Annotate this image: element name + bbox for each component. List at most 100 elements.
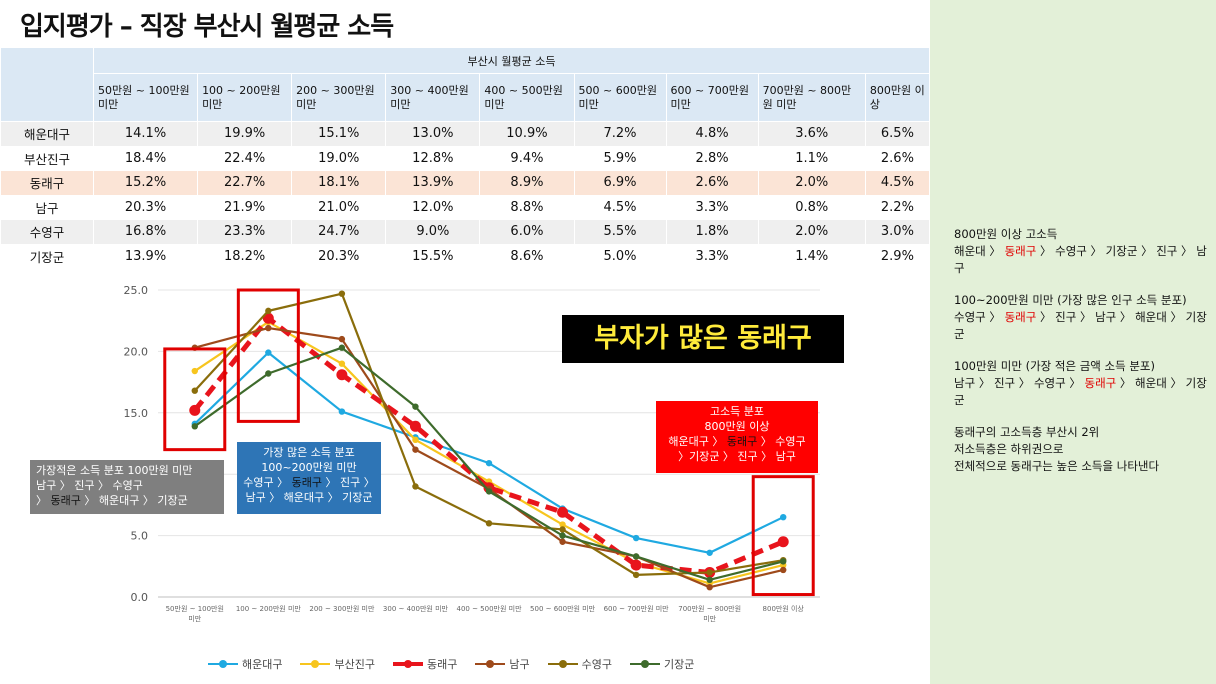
- note-high-income-ranking: 해운대 〉 동래구 〉 수영구 〉 기장군 〉 진구 〉 남구: [954, 243, 1212, 277]
- mid-income-line4: 남구 〉 해운대구 〉 기장군: [245, 491, 373, 504]
- data-point: [706, 549, 713, 556]
- series-line: [192, 315, 785, 575]
- table-body: 해운대구 14.1% 19.9% 15.1% 13.0% 10.9% 7.2% 4.8% 3.6…: [0, 121, 931, 269]
- data-point: [780, 513, 787, 521]
- legend-label: 부산진구: [334, 658, 375, 671]
- data-point: [780, 566, 787, 574]
- series-0: [191, 349, 787, 556]
- high-income-line3: 해운대구 〉 동래구 〉 수영구: [662, 434, 812, 449]
- note-high-income-ranking-b: 〉 수영구 〉 기장군 〉 진구 〉 남구: [954, 244, 1207, 275]
- note-mid-income-ranking-highlight: 동래구: [1004, 310, 1037, 324]
- note-low-income: 100만원 미만 (가장 적은 금액 소득 분포) 남구 〉 진구 〉 수영구 …: [954, 358, 1212, 409]
- note-mid-income-ranking: 수영구 〉 동래구 〉 진구 〉 남구 〉 해운대 〉 기장군: [954, 309, 1212, 343]
- legend-marker: [311, 660, 320, 668]
- table-cell: 5.5%: [573, 219, 667, 245]
- legend-swatch: [475, 659, 506, 669]
- table-cell: 7.2%: [573, 121, 667, 147]
- highlight-box: [751, 475, 815, 597]
- table-cell: 5.9%: [573, 145, 667, 171]
- x-tick-label-line: 300 ~ 400만원 미만: [383, 604, 449, 613]
- high-income-line3-a: 해운대구 〉: [668, 435, 724, 448]
- note-high-income-ranking-highlight: 동래구: [1004, 244, 1037, 258]
- note-low-income-ranking-b: 〉 해운대 〉 기장군: [954, 376, 1207, 407]
- table-row-name: 동래구: [0, 170, 94, 196]
- data-point: [706, 583, 713, 591]
- note-low-income-ranking-a: 남구 〉 진구 〉 수영구 〉: [954, 376, 1081, 390]
- page-title: 입지평가 – 직장 부산시 월평균 소득: [20, 12, 394, 42]
- data-point: [706, 569, 713, 576]
- headline-banner: 부자가 많은 동래구: [562, 315, 844, 363]
- data-point: [409, 420, 421, 432]
- table-cell: 4.5%: [864, 170, 931, 196]
- x-tick-label: 800만원 이상: [763, 604, 805, 613]
- summary-line1: 동래구의 고소득층 부산시 2위: [954, 425, 1100, 439]
- data-point: [189, 404, 201, 416]
- table-cell: 12.0%: [385, 194, 481, 220]
- table-cell: 20.3%: [291, 243, 387, 269]
- table-cell: 6.5%: [864, 121, 931, 147]
- data-point: [632, 534, 640, 542]
- x-tick-label: 600 ~ 700만원 미만: [604, 604, 670, 613]
- high-income-line4: 〉기장군 〉 진구 〉 남구: [678, 450, 796, 463]
- series-2: [189, 312, 789, 578]
- table-cell: 19.0%: [291, 145, 387, 171]
- table-cell: 22.7%: [197, 170, 293, 196]
- data-point: [559, 526, 566, 533]
- x-tick-label-line: 400 ~ 500만원 미만: [456, 604, 522, 613]
- table-cell: 13.9%: [385, 170, 481, 196]
- table-cell: 20.3%: [92, 194, 199, 220]
- mid-income-line3-a: 수영구 〉: [243, 476, 289, 489]
- mid-income-annotation: 가장 많은 소득 분포 100~200만원 미만 수영구 〉 동래구 〉 진구 …: [237, 442, 381, 514]
- table-group-header: 부산시 월평균 소득: [93, 47, 930, 74]
- legend-swatch: [300, 659, 331, 669]
- title-band: [0, 0, 930, 46]
- right-notes-panel: [930, 0, 1216, 684]
- data-point: [338, 290, 346, 297]
- x-tick-label-line: 800만원 이상: [763, 604, 805, 613]
- x-tick-label: 200 ~ 300만원 미만: [309, 604, 375, 613]
- table-cell: 4.8%: [665, 121, 759, 147]
- low-income-annotation: 가장적은 소득 분포 100만원 미만 남구 〉 진구 〉 수영구 〉 동래구 …: [30, 460, 224, 514]
- chart-series: [189, 290, 789, 591]
- mid-income-line3: 수영구 〉 동래구 〉 진구 〉: [243, 475, 375, 490]
- table-column-header: 800만원 이상: [864, 73, 931, 122]
- data-point: [412, 483, 419, 490]
- table-cell: 23.3%: [197, 219, 293, 245]
- data-point: [191, 387, 198, 394]
- table-cell: 19.9%: [197, 121, 293, 147]
- highlight-box: [163, 347, 227, 452]
- y-tick-label: 20.0: [124, 345, 149, 358]
- data-point: [706, 576, 713, 584]
- note-summary: 동래구의 고소득층 부산시 2위 저소득층은 하위권으로 전체적으로 동래구는 …: [954, 424, 1212, 475]
- data-point: [485, 520, 493, 527]
- legend-item: 부산진구: [300, 656, 375, 672]
- table-cell: 2.8%: [665, 145, 759, 171]
- data-point: [338, 335, 346, 343]
- table-cell: 3.6%: [757, 121, 866, 147]
- legend-marker: [486, 660, 495, 668]
- notes-block: 800만원 이상 고소득 해운대 〉 동래구 〉 수영구 〉 기장군 〉 진구 …: [954, 226, 1212, 490]
- table-column-header: 100 ~ 200만원 미만: [197, 73, 293, 122]
- table-corner: [0, 47, 94, 122]
- note-mid-income-ranking-a: 수영구 〉: [954, 310, 1001, 324]
- legend-swatch: [392, 659, 423, 669]
- legend-label: 수영구: [581, 658, 612, 671]
- note-mid-income-ranking-b: 〉 진구 〉 남구 〉 해운대 〉 기장군: [954, 310, 1207, 341]
- table-cell: 1.4%: [757, 243, 866, 269]
- table-row: 부산진구 18.4% 22.4% 19.0% 12.8% 9.4% 5.9% 2.8% 1.1%…: [0, 145, 931, 171]
- x-tick-label-line: 미만: [188, 614, 201, 623]
- legend-item: 기장군: [629, 656, 694, 672]
- table-cell: 9.0%: [385, 219, 481, 245]
- legend-item: 동래구: [392, 656, 458, 672]
- data-point: [630, 559, 642, 571]
- legend-label: 남구: [509, 658, 530, 671]
- table-cell: 6.9%: [573, 170, 667, 196]
- table-row: 수영구 16.8% 23.3% 24.7% 9.0% 6.0% 5.5% 1.8% 2.0% 3.…: [0, 219, 931, 245]
- data-point: [265, 307, 272, 315]
- data-point: [559, 532, 566, 539]
- summary-line3: 전체적으로 동래구는 높은 소득을 나타낸다: [954, 459, 1160, 473]
- legend-label: 동래구: [426, 658, 458, 671]
- table-cell: 8.8%: [479, 194, 575, 220]
- chart-highlight-boxes: [163, 288, 815, 597]
